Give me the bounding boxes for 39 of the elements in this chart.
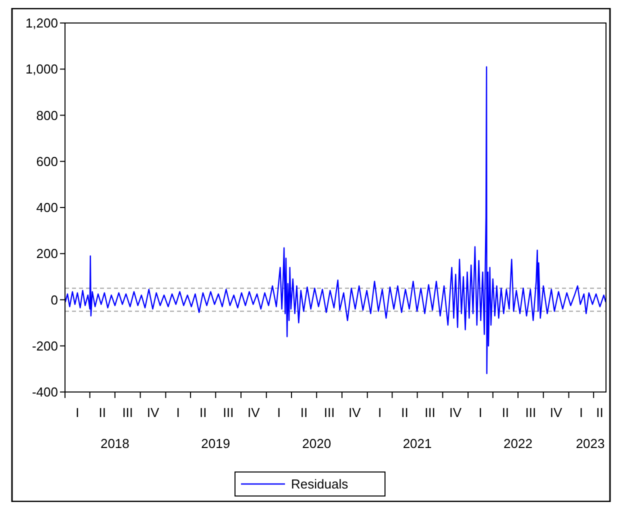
text: IV — [348, 405, 362, 420]
text: II — [596, 405, 604, 420]
text: I — [277, 405, 281, 420]
y-tick-label: 600 — [36, 154, 58, 169]
text: III — [122, 405, 134, 420]
text: II — [502, 405, 510, 420]
y-tick-label: -400 — [32, 384, 58, 400]
text: I — [176, 405, 180, 420]
y-tick-label: 0 — [50, 292, 58, 308]
text: III — [424, 405, 436, 420]
text: IV — [550, 405, 563, 420]
text: II — [401, 405, 408, 420]
text: IV — [248, 405, 260, 420]
legend-label: Residuals — [291, 476, 349, 492]
x-tick-label: 2023 — [576, 436, 605, 451]
y-tick-label: 200 — [36, 246, 58, 262]
x-tick-label: 2022 — [504, 436, 532, 451]
x-tick-label: 2019 — [201, 436, 230, 451]
text: IV — [449, 405, 462, 420]
x-tick-label: 2018 — [100, 436, 130, 451]
text: II — [199, 405, 207, 420]
y-tick-label: 1,000 — [25, 62, 58, 77]
line-series — [64, 66, 606, 374]
text: II — [300, 405, 308, 420]
text: II — [98, 405, 106, 420]
x-tick-label: 2021 — [402, 436, 432, 451]
text: I — [478, 405, 482, 420]
y-tick-label: 800 — [36, 108, 58, 123]
text: IV — [146, 405, 160, 420]
y-tick-label: 400 — [36, 200, 58, 216]
text: I — [579, 405, 583, 420]
text: III — [324, 405, 335, 420]
y-tick-label: -200 — [32, 338, 58, 354]
y-tick-label: 1,200 — [25, 16, 58, 31]
text: III — [525, 405, 536, 420]
text: I — [76, 405, 80, 420]
text: I — [378, 405, 382, 420]
x-tick-label: 2020 — [302, 436, 332, 451]
text: III — [222, 405, 234, 420]
